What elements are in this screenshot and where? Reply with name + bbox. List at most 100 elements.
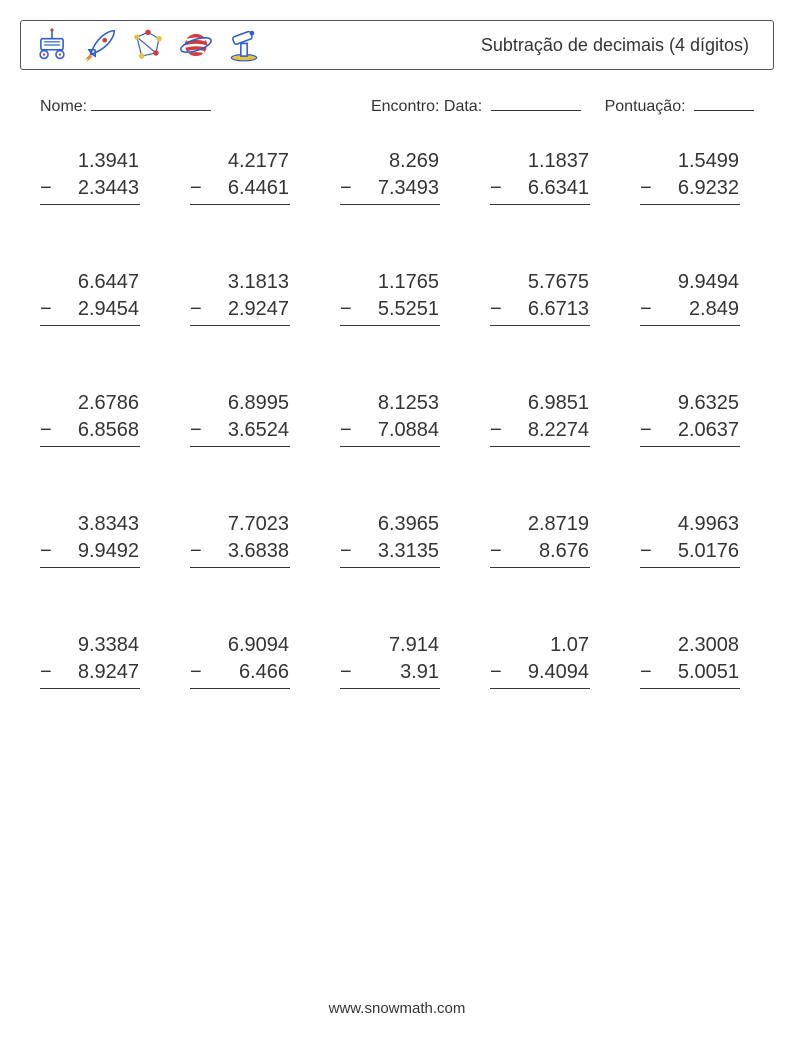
subtraction-problem: 1.1765−5.5251	[340, 269, 454, 326]
subtraction-problem: 6.9094−6.466	[190, 632, 304, 689]
subtrahend-row: −5.0176	[640, 538, 740, 568]
subtraction-problem: 1.1837−6.6341	[490, 148, 604, 205]
operator: −	[190, 296, 208, 323]
subtrahend-row: −3.6838	[190, 538, 290, 568]
footer-url: www.snowmath.com	[0, 1000, 794, 1017]
header-icons	[33, 26, 263, 64]
subtraction-problem: 8.1253−7.0884	[340, 390, 454, 447]
subtrahend-row: −5.5251	[340, 296, 440, 326]
operator: −	[340, 296, 358, 323]
subtrahend-row: −6.8568	[40, 417, 140, 447]
subtrahend: 6.466	[208, 659, 290, 686]
minuend: 7.7023	[190, 511, 290, 538]
operator: −	[340, 175, 358, 202]
operator: −	[640, 296, 658, 323]
minuend: 6.9094	[190, 632, 290, 659]
subtrahend: 6.4461	[208, 175, 290, 202]
subtrahend: 2.849	[658, 296, 740, 323]
minuend: 2.3008	[640, 632, 740, 659]
subtraction-problem: 1.5499−6.9232	[640, 148, 754, 205]
subtraction-problem: 7.7023−3.6838	[190, 511, 304, 568]
subtrahend: 9.4094	[508, 659, 590, 686]
name-field: Nome:	[40, 94, 211, 116]
operator: −	[340, 659, 358, 686]
subtraction-problem: 8.269−7.3493	[340, 148, 454, 205]
subtrahend: 5.0051	[658, 659, 740, 686]
planet-icon	[177, 26, 215, 64]
operator: −	[490, 538, 508, 565]
subtrahend-row: −9.4094	[490, 659, 590, 689]
operator: −	[340, 417, 358, 444]
problems-grid: 1.3941−2.34434.2177−6.44618.269−7.34931.…	[20, 116, 774, 689]
name-blank	[91, 94, 211, 111]
subtrahend-row: −7.0884	[340, 417, 440, 447]
operator: −	[190, 417, 208, 444]
minuend: 1.1765	[340, 269, 440, 296]
minuend: 1.5499	[640, 148, 740, 175]
rover-icon	[33, 26, 71, 64]
minuend: 7.914	[340, 632, 440, 659]
subtrahend: 3.6524	[208, 417, 290, 444]
name-label: Nome:	[40, 98, 87, 116]
minuend: 1.1837	[490, 148, 590, 175]
subtraction-problem: 4.9963−5.0176	[640, 511, 754, 568]
subtraction-problem: 3.1813−2.9247	[190, 269, 304, 326]
minuend: 1.3941	[40, 148, 140, 175]
subtraction-problem: 6.3965−3.3135	[340, 511, 454, 568]
subtrahend-row: −5.0051	[640, 659, 740, 689]
subtrahend: 8.9247	[58, 659, 140, 686]
subtraction-problem: 9.3384−8.9247	[40, 632, 154, 689]
operator: −	[640, 175, 658, 202]
subtrahend: 5.5251	[358, 296, 440, 323]
minuend: 2.6786	[40, 390, 140, 417]
subtrahend: 2.0637	[658, 417, 740, 444]
subtrahend: 6.6713	[508, 296, 590, 323]
subtraction-problem: 2.3008−5.0051	[640, 632, 754, 689]
subtrahend-row: −2.9247	[190, 296, 290, 326]
subtraction-problem: 1.07−9.4094	[490, 632, 604, 689]
score-label: Pontuação:	[605, 98, 686, 115]
score-field: Pontuação:	[605, 94, 754, 116]
operator: −	[340, 538, 358, 565]
subtraction-problem: 7.914−3.91	[340, 632, 454, 689]
minuend: 3.8343	[40, 511, 140, 538]
operator: −	[490, 175, 508, 202]
score-blank	[694, 94, 754, 111]
subtrahend: 7.0884	[358, 417, 440, 444]
minuend: 6.9851	[490, 390, 590, 417]
subtrahend-row: −6.9232	[640, 175, 740, 205]
subtrahend: 2.9454	[58, 296, 140, 323]
operator: −	[40, 538, 58, 565]
subtrahend-row: −6.466	[190, 659, 290, 689]
minuend: 9.3384	[40, 632, 140, 659]
subtraction-problem: 6.9851−8.2274	[490, 390, 604, 447]
subtrahend-row: −3.6524	[190, 417, 290, 447]
subtraction-problem: 9.6325−2.0637	[640, 390, 754, 447]
subtraction-problem: 6.6447−2.9454	[40, 269, 154, 326]
minuend: 2.8719	[490, 511, 590, 538]
info-row: Nome: Encontro: Data: Pontuação:	[20, 70, 774, 116]
encounter-label: Encontro: Data:	[371, 98, 482, 115]
subtrahend: 5.0176	[658, 538, 740, 565]
subtrahend: 6.6341	[508, 175, 590, 202]
subtrahend-row: −8.676	[490, 538, 590, 568]
subtrahend: 2.3443	[58, 175, 140, 202]
operator: −	[40, 296, 58, 323]
operator: −	[190, 538, 208, 565]
subtrahend: 9.9492	[58, 538, 140, 565]
operator: −	[40, 659, 58, 686]
subtraction-problem: 9.9494−2.849	[640, 269, 754, 326]
minuend: 3.1813	[190, 269, 290, 296]
subtrahend-row: −3.91	[340, 659, 440, 689]
minuend: 4.9963	[640, 511, 740, 538]
subtrahend: 6.8568	[58, 417, 140, 444]
worksheet-title: Subtração de decimais (4 dígitos)	[481, 35, 749, 56]
subtrahend: 8.2274	[508, 417, 590, 444]
telescope-icon	[225, 26, 263, 64]
subtrahend: 8.676	[508, 538, 590, 565]
subtrahend-row: −6.6341	[490, 175, 590, 205]
subtrahend: 6.9232	[658, 175, 740, 202]
subtraction-problem: 2.8719−8.676	[490, 511, 604, 568]
subtrahend: 7.3493	[358, 175, 440, 202]
worksheet-page: Subtração de decimais (4 dígitos) Nome: …	[0, 0, 794, 1053]
